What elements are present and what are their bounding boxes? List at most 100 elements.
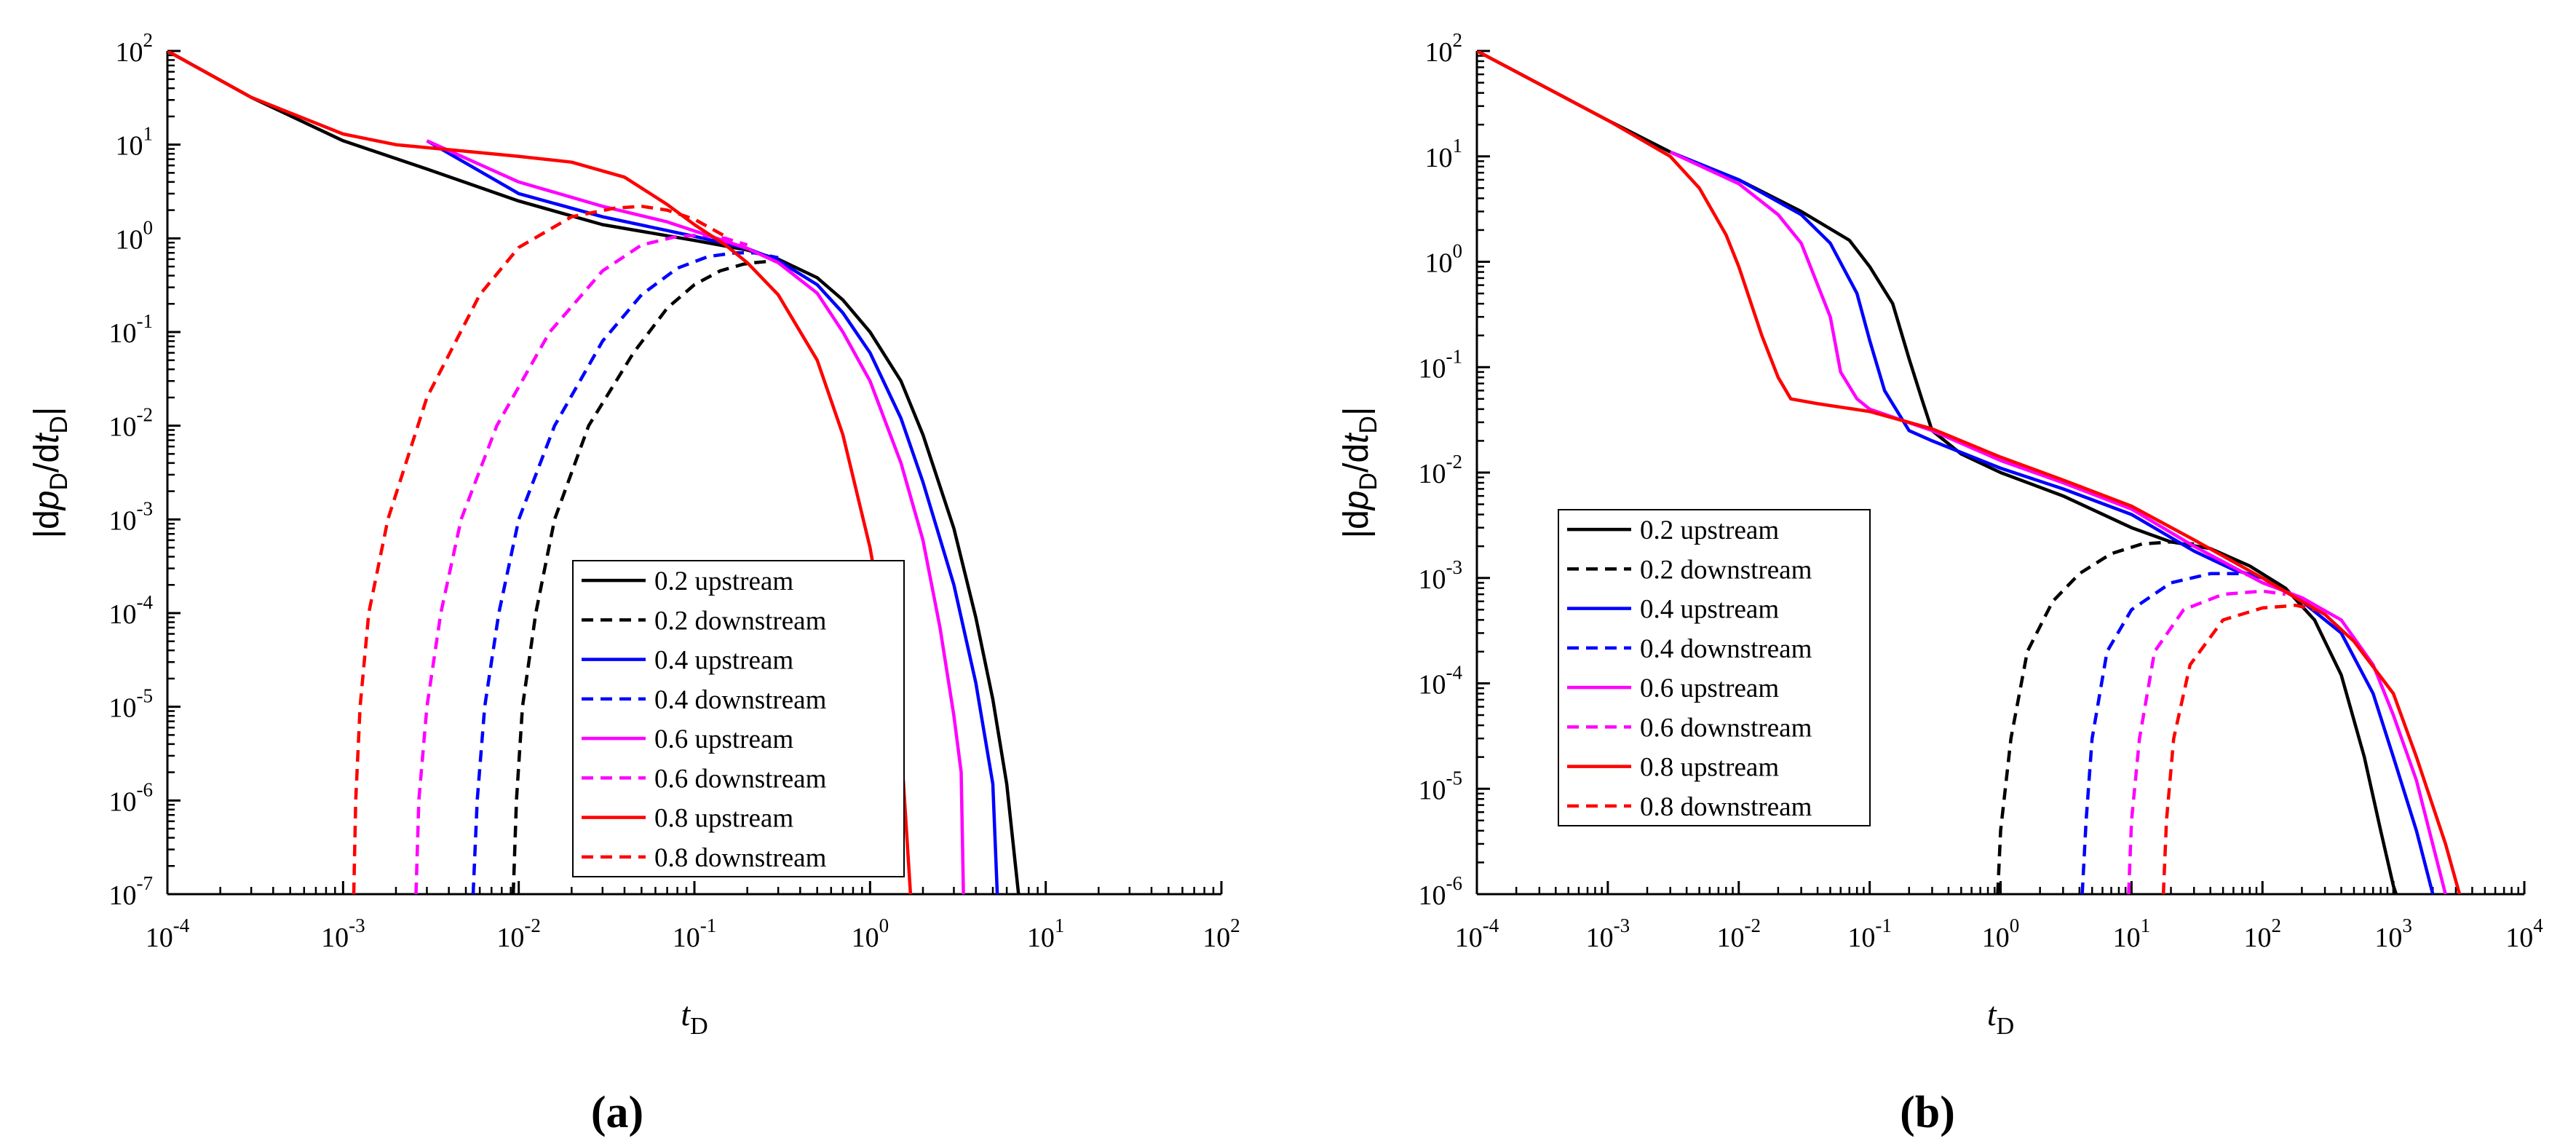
y-tick-exponent: -6 (137, 778, 154, 800)
y-axis-title-var: p (1337, 491, 1376, 512)
legend-label: 0.8 downstream (654, 843, 827, 873)
x-tick-exponent: -3 (349, 915, 365, 936)
y-axis-title-subscript: D (45, 473, 73, 491)
x-tick-label: 10-4 (146, 915, 190, 953)
x-tick-base: 10 (2505, 923, 2533, 953)
y-tick-label: 101 (1425, 135, 1463, 173)
y-axis-title: |dpD/dtD| (28, 407, 73, 539)
y-tick-base: 10 (109, 599, 137, 630)
x-tick-label: 10-2 (1717, 915, 1761, 953)
y-tick-label: 10-2 (1419, 451, 1463, 489)
x-tick-label: 10-3 (321, 915, 365, 953)
legend-label: 0.6 downstream (1640, 713, 1812, 743)
y-tick-label: 101 (116, 123, 154, 162)
x-tick-exponent: -2 (524, 915, 541, 936)
y-axis-title-var: t (28, 433, 66, 443)
y-tick-exponent: -3 (1446, 556, 1463, 578)
x-axis-title-var: t (1987, 995, 1997, 1033)
x-tick-label: 103 (2374, 915, 2412, 953)
y-axis-title-part: /d (1337, 443, 1376, 473)
series-line-0-8-upstream (167, 51, 913, 894)
y-tick-base: 10 (109, 412, 137, 443)
panel-b-chart: 10-4 10-3 10-2 10-1 100 101 102 103 104102101100… (1337, 29, 2543, 1137)
y-tick-exponent: 2 (1453, 29, 1463, 51)
x-tick-base: 10 (321, 923, 349, 953)
x-tick-exponent: 4 (2533, 915, 2543, 936)
legend-box (1558, 509, 1871, 826)
series-layer (167, 51, 1021, 894)
x-tick-base: 10 (1717, 923, 1745, 953)
legend-label: 0.8 upstream (654, 804, 793, 834)
y-tick-label: 10-1 (1419, 345, 1463, 384)
x-axis-title: tD (1987, 995, 2014, 1040)
x-tick-base: 10 (1027, 923, 1055, 953)
y-tick-base: 10 (116, 131, 143, 162)
x-tick-label: 10-1 (673, 915, 717, 953)
y-tick-label: 10-6 (1419, 872, 1463, 911)
legend-label: 0.4 upstream (1640, 595, 1779, 625)
panel-a-chart: 10-4 10-3 10-2 10-1 100 101 10210210110010-110… (28, 29, 1240, 1137)
y-tick-label: 10-5 (109, 685, 154, 724)
legend-label: 0.2 upstream (654, 566, 793, 596)
x-axis-title-var: t (681, 995, 691, 1033)
y-axis-title-part: | (28, 407, 66, 416)
y-tick-exponent: -5 (1446, 767, 1463, 789)
legend-label: 0.6 upstream (1640, 674, 1779, 703)
y-tick-label: 10-4 (1419, 662, 1463, 700)
y-tick-exponent: -3 (137, 497, 154, 519)
series-line-0-4-upstream (426, 139, 999, 894)
legend-label: 0.2 downstream (654, 606, 827, 636)
y-tick-label: 10-6 (109, 778, 154, 817)
x-tick-exponent: 2 (2272, 915, 2282, 936)
y-tick-exponent: -4 (137, 591, 154, 613)
x-tick-label: 10-3 (1586, 915, 1630, 953)
x-tick-label: 101 (2113, 915, 2151, 953)
series-line-0-8-upstream (1477, 51, 2462, 894)
x-axis-title: tD (681, 995, 708, 1040)
legend: 0.2 upstream 0.2 downstream 0.4 upstream 0.… (1558, 509, 1871, 826)
legend-label: 0.6 upstream (654, 725, 793, 754)
y-tick-label: 102 (116, 29, 154, 68)
legend-label: 0.2 upstream (1640, 516, 1779, 545)
legend-label: 0.2 downstream (1640, 555, 1812, 585)
y-tick-exponent: -1 (1446, 345, 1463, 367)
x-tick-exponent: -1 (700, 915, 717, 936)
y-tick-exponent: -6 (1446, 872, 1463, 894)
x-tick-exponent: 1 (1055, 915, 1065, 936)
y-tick-base: 10 (1419, 880, 1446, 911)
x-tick-exponent: -4 (173, 915, 190, 936)
y-tick-base: 10 (109, 786, 137, 817)
y-tick-base: 10 (1419, 459, 1446, 489)
y-axis-title-subscript: D (1355, 473, 1382, 491)
x-tick-label: 102 (2244, 915, 2282, 953)
x-tick-exponent: -1 (1875, 915, 1892, 936)
y-tick-label: 10-7 (109, 872, 154, 911)
x-tick-base: 10 (146, 923, 173, 953)
x-tick-label: 10-2 (496, 915, 541, 953)
y-axis-title-var: p (28, 491, 66, 512)
x-tick-base: 10 (2374, 923, 2402, 953)
y-axis-title-subscript: D (45, 416, 73, 434)
y-tick-label: 10-1 (109, 310, 154, 349)
x-tick-label: 100 (1982, 915, 2020, 953)
series-line-0-2-downstream (1996, 540, 2195, 894)
y-tick-base: 10 (1419, 353, 1446, 384)
x-tick-base: 10 (1586, 923, 1614, 953)
x-tick-label: 101 (1027, 915, 1065, 953)
series-line-0-2-upstream (167, 51, 1021, 894)
legend-box (572, 560, 905, 877)
y-tick-exponent: -7 (137, 872, 154, 894)
x-tick-base: 10 (1455, 923, 1483, 953)
y-tick-exponent: 1 (1453, 135, 1463, 157)
y-tick-label: 102 (1425, 29, 1463, 68)
x-tick-label: 102 (1202, 915, 1240, 953)
x-tick-base: 10 (1847, 923, 1875, 953)
x-tick-label: 100 (852, 915, 889, 953)
y-tick-base: 10 (1425, 143, 1453, 173)
series-line-0-4-downstream (2080, 572, 2263, 894)
x-tick-label: 10-1 (1847, 915, 1892, 953)
y-axis-title-var: t (1337, 433, 1376, 443)
y-tick-base: 10 (1419, 775, 1446, 805)
y-tick-label: 10-4 (109, 591, 154, 630)
